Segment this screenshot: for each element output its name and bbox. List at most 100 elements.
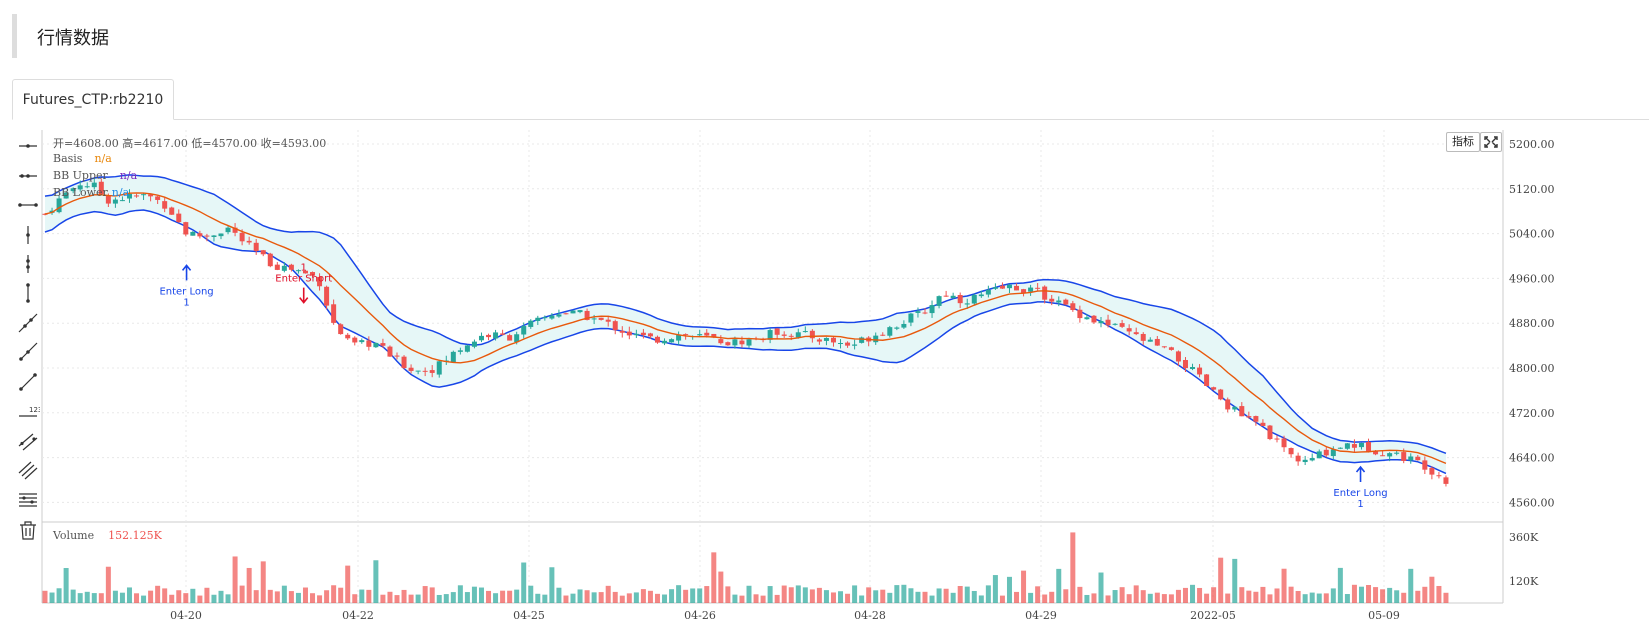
- candle-body: [324, 286, 330, 306]
- volume-bar: [422, 586, 428, 603]
- candle-body: [936, 296, 942, 306]
- vertical-ray-tool[interactable]: [16, 252, 40, 276]
- candle-body: [584, 310, 590, 320]
- parallel-channel-tool[interactable]: [16, 429, 40, 453]
- volume-bar: [232, 556, 238, 603]
- price-tick-label: 5120.00: [1509, 183, 1555, 196]
- candle-body: [1211, 387, 1217, 390]
- candle: [605, 315, 611, 327]
- candle-body: [352, 337, 358, 343]
- candle-body: [105, 195, 111, 204]
- candle-body: [901, 323, 907, 328]
- vertical-segment-tool[interactable]: [16, 281, 40, 305]
- horizontal-ray-tool[interactable]: [16, 164, 40, 188]
- volume-bar: [1337, 567, 1343, 603]
- candle-body: [91, 182, 97, 188]
- candle: [1422, 456, 1428, 475]
- volume-bar: [591, 592, 597, 603]
- vertical-line-tool[interactable]: [16, 223, 40, 247]
- candle-body: [1028, 287, 1034, 292]
- volume-bar: [1218, 557, 1224, 603]
- fullscreen-button[interactable]: [1480, 132, 1502, 152]
- multi-channel-tool[interactable]: [16, 458, 40, 482]
- horizontal-line-tool[interactable]: [16, 134, 40, 158]
- trend-segment-tool[interactable]: [16, 370, 40, 394]
- candle-body: [528, 320, 534, 327]
- candle: [141, 192, 147, 201]
- volume-bar: [394, 595, 400, 603]
- candle-body: [1288, 448, 1294, 455]
- volume-bar: [950, 592, 956, 603]
- candle: [873, 332, 879, 345]
- volume-bar: [1175, 589, 1181, 603]
- volume-bar: [1190, 584, 1196, 603]
- candle: [1337, 447, 1343, 450]
- candle-body: [457, 350, 463, 352]
- candle: [373, 342, 379, 348]
- candle: [1218, 388, 1224, 401]
- volume-tick-label: 120K: [1509, 575, 1539, 588]
- volume-bar: [155, 585, 161, 603]
- candle: [633, 329, 639, 339]
- candle-body: [190, 231, 196, 236]
- candle-body: [922, 312, 928, 314]
- fibonacci-tool[interactable]: [16, 488, 40, 512]
- candle: [218, 233, 224, 240]
- candle: [1112, 323, 1118, 326]
- volume-bar: [500, 590, 506, 603]
- volume-bar: [859, 595, 865, 603]
- bb-lower-line: [44, 209, 1447, 475]
- candle-body: [605, 319, 611, 322]
- vertical-line-icon: [26, 226, 30, 244]
- candle: [274, 262, 280, 271]
- candle: [894, 326, 900, 331]
- candle: [1387, 452, 1393, 462]
- candle-body: [1422, 460, 1428, 470]
- volume-bar: [77, 593, 83, 603]
- volume-bar: [84, 591, 90, 603]
- candle: [457, 347, 463, 355]
- volume-bar: [556, 587, 562, 603]
- delete-tool[interactable]: [16, 518, 40, 542]
- candle: [781, 331, 787, 339]
- candle-body: [134, 195, 140, 197]
- candle-body: [1337, 447, 1343, 449]
- volume-bar: [331, 585, 337, 603]
- candle-body: [1021, 289, 1027, 294]
- volume-bar: [1373, 587, 1379, 603]
- trend-line-tool[interactable]: [16, 311, 40, 335]
- volume-bar: [654, 593, 660, 603]
- candle-body: [1119, 323, 1125, 327]
- volume-bar: [1133, 585, 1139, 603]
- chart-canvas[interactable]: 5200.00 5120.00 5040.00 4960.00 4880.00 4800.…: [12, 130, 1649, 642]
- tab-symbol[interactable]: Futures_CTP:rb2210: [12, 79, 174, 120]
- volume-bar: [1253, 591, 1259, 603]
- volume-tick-label: 360K: [1509, 531, 1539, 544]
- volume-bar: [1260, 586, 1266, 603]
- candle: [162, 197, 168, 213]
- candle-body: [1168, 347, 1174, 350]
- candle: [486, 333, 492, 341]
- price-range-tool[interactable]: 123: [16, 399, 42, 423]
- trend-ray-tool[interactable]: [16, 340, 40, 364]
- candle: [1232, 406, 1238, 412]
- candle: [1105, 314, 1111, 328]
- candle-body: [1084, 317, 1090, 320]
- candle-body: [401, 356, 407, 369]
- indicator-button[interactable]: 指标: [1446, 132, 1480, 152]
- horizontal-segment-tool[interactable]: [16, 193, 40, 217]
- candle: [1190, 363, 1196, 371]
- volume-bar: [725, 586, 731, 603]
- candle: [1035, 283, 1041, 291]
- candle-body: [887, 327, 893, 336]
- volume-bar: [830, 592, 836, 603]
- volume-bar: [112, 590, 118, 603]
- price-tick-label: 4640.00: [1509, 452, 1555, 465]
- candle-body: [1253, 416, 1259, 422]
- volume-bar: [1140, 590, 1146, 603]
- volume-bar: [788, 587, 794, 603]
- volume-bar: [162, 588, 168, 603]
- candle: [1119, 319, 1125, 329]
- candle-body: [873, 335, 879, 343]
- volume-bar: [816, 587, 822, 603]
